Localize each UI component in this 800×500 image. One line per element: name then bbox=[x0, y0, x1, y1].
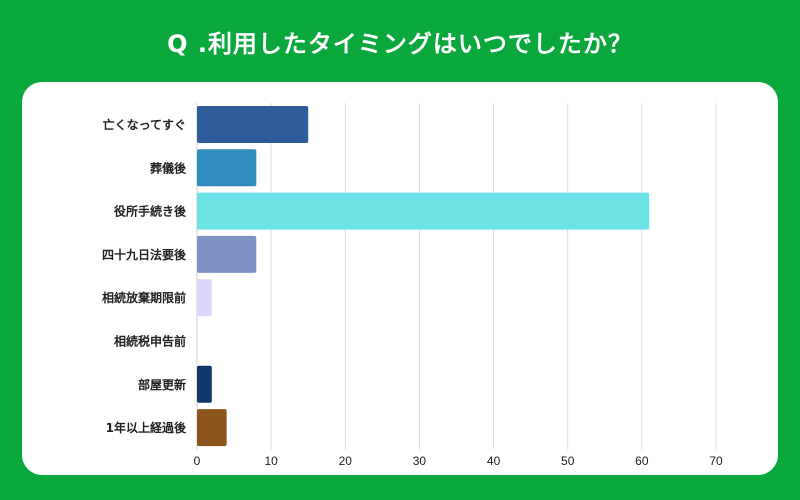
x-tick-label: 70 bbox=[709, 454, 723, 468]
category-label: 1年以上経過後 bbox=[106, 420, 187, 435]
x-tick-label: 10 bbox=[264, 454, 278, 468]
x-tick-label: 60 bbox=[635, 454, 649, 468]
category-label: 相続放棄期限前 bbox=[102, 290, 186, 305]
category-label: 役所手続き後 bbox=[114, 204, 187, 219]
category-label: 四十九日法要後 bbox=[102, 247, 187, 262]
bar-0 bbox=[197, 106, 309, 143]
x-tick-label: 50 bbox=[561, 454, 575, 468]
bar-6 bbox=[197, 365, 212, 403]
x-tick-label: 0 bbox=[194, 454, 201, 468]
bar-4 bbox=[197, 279, 212, 317]
category-label: 亡くなってすぐ bbox=[103, 117, 186, 132]
x-tick-label: 30 bbox=[413, 454, 427, 468]
category-label: 葬儀後 bbox=[150, 160, 187, 175]
bar-2 bbox=[197, 192, 650, 230]
bar-3 bbox=[197, 235, 257, 273]
chart-card bbox=[22, 82, 778, 475]
x-tick-label: 40 bbox=[487, 454, 501, 468]
chart-title: Q .利用したタイミングはいつでしたか？ bbox=[167, 30, 633, 58]
category-label: 部屋更新 bbox=[138, 377, 186, 392]
x-tick-label: 20 bbox=[339, 454, 353, 468]
category-label: 相続税申告前 bbox=[114, 334, 186, 349]
bar-7 bbox=[197, 409, 227, 447]
bar-1 bbox=[197, 149, 257, 187]
